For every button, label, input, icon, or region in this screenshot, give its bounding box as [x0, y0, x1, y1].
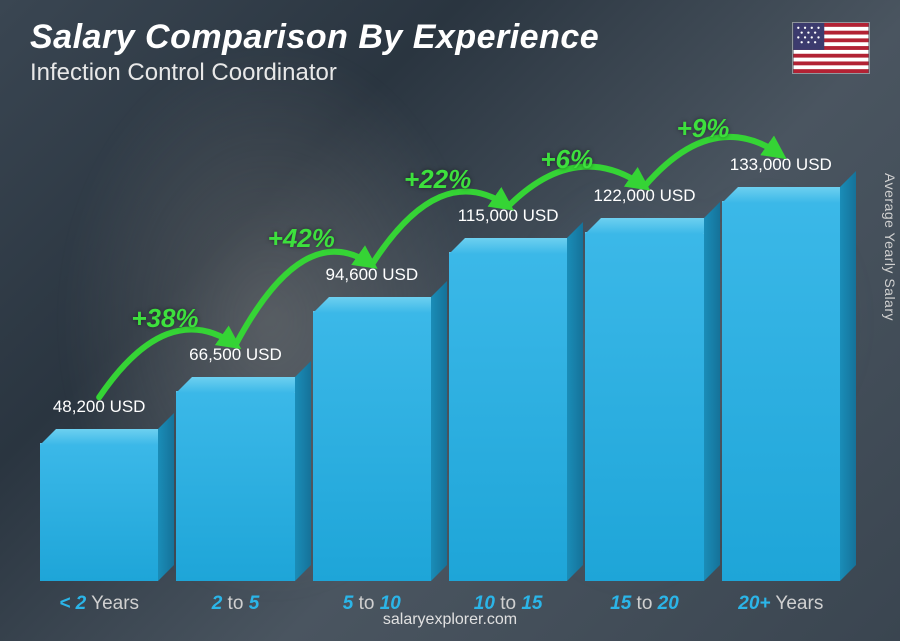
page-title: Salary Comparison By Experience [30, 18, 599, 57]
chart-container: Salary Comparison By Experience Infectio… [0, 0, 900, 641]
growth-percent-label: +38% [131, 303, 198, 334]
bar-value-label: 66,500 USD [165, 345, 305, 365]
header: Salary Comparison By Experience Infectio… [30, 18, 870, 87]
page-subtitle: Infection Control Coordinator [30, 59, 599, 87]
growth-percent-label: +9% [677, 113, 730, 144]
bar [313, 311, 431, 581]
bar-value-label: 94,600 USD [302, 265, 442, 285]
bar [176, 391, 294, 581]
bar-value-label: 48,200 USD [29, 397, 169, 417]
bar-group: 66,500 USD2 to 5 [176, 391, 294, 581]
bar-group: 48,200 USD< 2 Years [40, 443, 158, 581]
bar [449, 252, 567, 581]
bar-group: 133,000 USD20+ Years [722, 201, 840, 581]
growth-percent-label: +6% [540, 144, 593, 175]
bar [585, 232, 703, 581]
bar-group: 94,600 USD5 to 10 [313, 311, 431, 581]
bar-value-label: 122,000 USD [574, 186, 714, 206]
bar [40, 443, 158, 581]
bar [722, 201, 840, 581]
growth-percent-label: +42% [268, 223, 335, 254]
title-block: Salary Comparison By Experience Infectio… [30, 18, 599, 87]
footer-attribution: salaryexplorer.com [0, 611, 900, 629]
bar-group: 115,000 USD10 to 15 [449, 252, 567, 581]
bar-chart: 48,200 USD< 2 Years66,500 USD2 to 594,60… [40, 101, 840, 581]
bar-value-label: 133,000 USD [711, 155, 851, 175]
usa-flag-icon [792, 22, 870, 74]
growth-percent-label: +22% [404, 164, 471, 195]
bar-group: 122,000 USD15 to 20 [585, 232, 703, 581]
bar-value-label: 115,000 USD [438, 206, 578, 226]
y-axis-label: Average Yearly Salary [882, 173, 898, 321]
